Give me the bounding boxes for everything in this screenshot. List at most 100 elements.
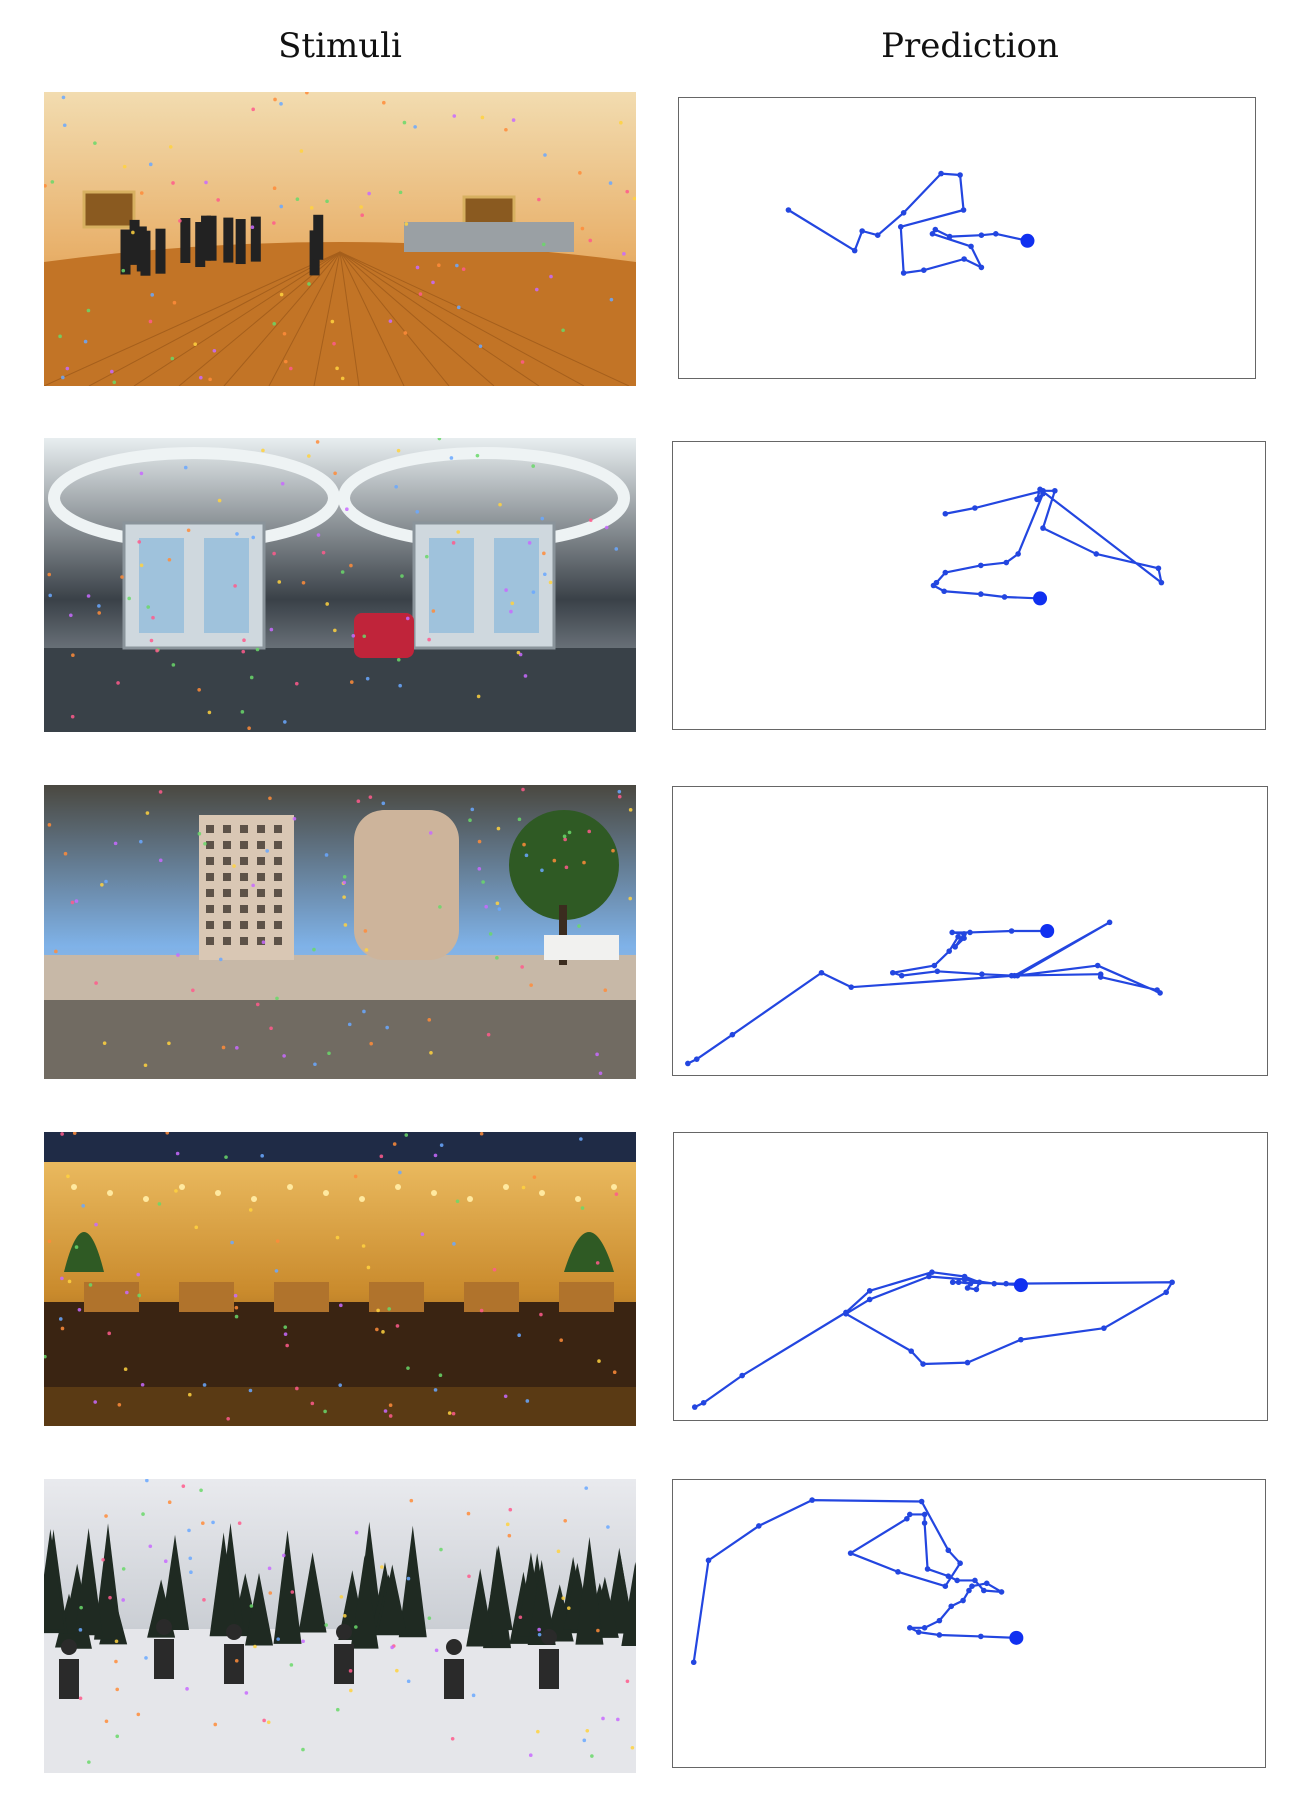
scanpath-point bbox=[1094, 962, 1101, 969]
scanpath-point bbox=[954, 1577, 960, 1584]
fixation-marker bbox=[335, 1235, 340, 1240]
fixation-marker bbox=[415, 509, 420, 514]
fixation-marker bbox=[61, 95, 66, 100]
fixation-marker bbox=[279, 102, 283, 106]
fixation-marker bbox=[364, 948, 369, 952]
fixation-marker bbox=[628, 808, 633, 812]
scanpath-point bbox=[942, 510, 949, 517]
scanpath-point bbox=[898, 972, 905, 979]
fixation-marker bbox=[66, 1174, 70, 1179]
fixation-marker bbox=[146, 605, 151, 609]
fixation-marker bbox=[488, 932, 493, 936]
scanpath-point bbox=[978, 591, 984, 597]
fixation-marker bbox=[242, 638, 246, 643]
fixation-marker bbox=[400, 574, 404, 578]
fixation-marker bbox=[379, 1154, 384, 1159]
fixation-marker bbox=[289, 1663, 294, 1667]
prediction-column-header: Prediction bbox=[881, 26, 1059, 66]
scanpath-point bbox=[972, 1577, 978, 1584]
fixation-marker bbox=[110, 369, 114, 374]
fixation-marker bbox=[531, 464, 535, 468]
fixation-marker bbox=[347, 1022, 352, 1027]
fixation-marker bbox=[525, 1399, 530, 1403]
scanpath-point bbox=[1158, 579, 1165, 586]
scanpath-point bbox=[991, 1280, 998, 1287]
scanpath-point bbox=[966, 1587, 972, 1594]
fixation-marker bbox=[452, 1242, 456, 1246]
fixation-marker bbox=[265, 849, 270, 853]
fixation-marker bbox=[616, 1717, 620, 1722]
fixation-marker bbox=[250, 225, 255, 230]
fixation-marker bbox=[167, 1041, 171, 1046]
fixation-marker bbox=[537, 1627, 541, 1632]
stimulus-svg bbox=[44, 438, 636, 732]
stimuli-column-header: Stimuli bbox=[278, 26, 402, 66]
fixation-marker bbox=[381, 1330, 385, 1334]
fixation-marker bbox=[582, 1738, 587, 1743]
stimulus-svg bbox=[44, 1132, 636, 1426]
fixation-marker bbox=[449, 456, 454, 460]
fixation-marker bbox=[144, 1656, 148, 1660]
fixation-marker bbox=[447, 1411, 452, 1415]
fixation-marker bbox=[181, 1484, 186, 1488]
fixation-marker bbox=[251, 883, 255, 888]
scanpath-point bbox=[945, 1547, 952, 1554]
fixation-marker bbox=[283, 1325, 288, 1329]
fixation-marker bbox=[149, 638, 154, 643]
fixation-marker bbox=[140, 1382, 145, 1387]
fixation-marker bbox=[268, 796, 272, 801]
fixation-marker bbox=[172, 300, 177, 305]
fixation-marker bbox=[614, 547, 619, 551]
scanpath-point bbox=[942, 569, 949, 576]
fixation-marker bbox=[362, 634, 367, 639]
scanpath-point bbox=[691, 1404, 698, 1410]
scanpath-point bbox=[948, 1603, 955, 1610]
fixation-marker bbox=[402, 120, 407, 125]
scanpath-point bbox=[941, 588, 947, 595]
fixation-marker bbox=[187, 1528, 191, 1533]
fixation-marker bbox=[295, 197, 300, 202]
fixation-marker bbox=[151, 615, 155, 620]
fixation-marker bbox=[342, 875, 347, 879]
fixation-marker bbox=[617, 789, 622, 794]
fixation-marker bbox=[455, 1199, 460, 1204]
fixation-marker bbox=[496, 826, 501, 831]
stimulus-image-1 bbox=[44, 92, 636, 386]
fixation-marker bbox=[477, 867, 482, 871]
scanpath-point bbox=[946, 948, 953, 954]
fixation-marker bbox=[518, 1615, 523, 1620]
fixation-marker bbox=[471, 1693, 476, 1698]
fixation-marker bbox=[406, 1366, 410, 1370]
scanpath-end-point bbox=[1009, 1630, 1024, 1645]
fixation-marker bbox=[360, 213, 364, 218]
scanpath-point bbox=[1008, 972, 1015, 979]
fixation-marker bbox=[431, 280, 435, 285]
fixation-marker bbox=[212, 349, 217, 353]
fixation-marker bbox=[481, 880, 485, 884]
fixation-marker bbox=[486, 1032, 491, 1037]
scanpath-point bbox=[1163, 1289, 1169, 1296]
fixation-marker bbox=[61, 375, 65, 380]
fixation-marker bbox=[136, 1272, 141, 1277]
prediction-plot-2 bbox=[672, 441, 1266, 730]
fixation-marker bbox=[579, 1137, 583, 1141]
fixation-marker bbox=[260, 1154, 264, 1158]
fixation-marker bbox=[497, 907, 502, 911]
fixation-marker bbox=[266, 1720, 271, 1725]
scanpath-point bbox=[978, 232, 985, 238]
scanpath-point bbox=[952, 944, 958, 950]
fixation-marker bbox=[338, 1383, 343, 1387]
fixation-marker bbox=[102, 1041, 107, 1045]
fixation-marker bbox=[139, 471, 144, 476]
fixation-marker bbox=[564, 865, 569, 870]
fixation-marker bbox=[509, 609, 513, 614]
fixation-marker bbox=[86, 594, 91, 598]
fixation-marker bbox=[202, 1383, 207, 1387]
fixation-marker bbox=[101, 1557, 105, 1562]
fixation-marker bbox=[517, 1333, 521, 1338]
scanpath-line bbox=[694, 1271, 1174, 1409]
scanpath-point bbox=[978, 1633, 984, 1640]
scanpath-point bbox=[739, 1372, 745, 1379]
scanpath-point bbox=[889, 969, 896, 976]
fixation-marker bbox=[561, 1596, 565, 1600]
